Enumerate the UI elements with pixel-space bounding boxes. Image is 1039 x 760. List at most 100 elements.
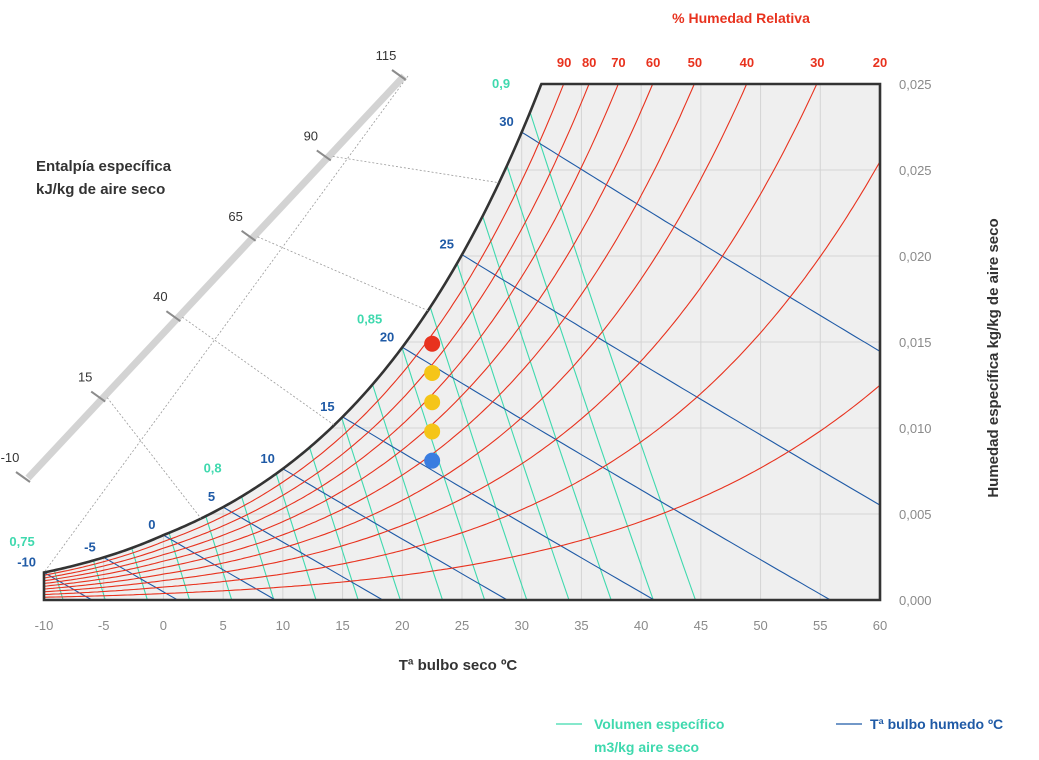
y-tick-label: 0,015 (899, 335, 932, 350)
legend-wet-bulb-label: Tª bulbo humedo ºC (870, 716, 1003, 732)
wet-bulb-line (521, 131, 880, 600)
volume-line (44, 84, 493, 600)
enthalpy-label: 40 (153, 289, 167, 304)
rh-label: 30 (810, 55, 824, 70)
wet-bulb-label: 0 (148, 517, 155, 532)
rh-label: 70 (611, 55, 625, 70)
wet-bulb-label: -5 (84, 539, 96, 554)
rh-curve (44, 161, 880, 596)
volume-line (44, 84, 708, 600)
x-tick-label: 15 (335, 618, 349, 633)
y-tick-label: 0,000 (899, 593, 932, 608)
x-tick-label: -5 (98, 618, 110, 633)
y-axis-title: Humedad específica kg/kg de aire seco (985, 218, 1002, 497)
point-yellow-1 (424, 364, 441, 381)
y-tick-label: 0,025 (899, 163, 932, 178)
point-blue (424, 452, 441, 469)
enthalpy-guide (332, 156, 500, 184)
enthalpy-tick (165, 310, 181, 323)
wet-bulb-line (461, 254, 880, 600)
wet-bulb-label: 15 (320, 399, 334, 414)
wet-bulb-line (402, 346, 863, 600)
volume-line (44, 84, 618, 600)
wet-bulb-label: 5 (208, 489, 215, 504)
enthalpy-tick (90, 390, 106, 403)
x-tick-label: 20 (395, 618, 409, 633)
rh-curve (44, 84, 764, 590)
volume-line (44, 84, 577, 600)
rh-curve (44, 84, 606, 579)
volume-line (44, 84, 242, 600)
volume-line (44, 84, 451, 600)
enthalpy-guide (43, 75, 409, 573)
enthalpy-guide (106, 397, 202, 519)
wet-bulb-label: 30 (499, 114, 513, 129)
x-tick-label: 0 (160, 618, 167, 633)
x-tick-label: 40 (634, 618, 648, 633)
enthalpy-tick (241, 229, 257, 242)
y-tick-label: 0,025 (899, 77, 932, 92)
rh-curve (44, 84, 669, 585)
enthalpy-guide (257, 236, 429, 311)
x-tick-label: 5 (220, 618, 227, 633)
enthalpy-tick (316, 149, 332, 162)
volume-label: 0,75 (9, 534, 34, 549)
rh-curve (44, 84, 579, 576)
x-tick-label: 30 (514, 618, 528, 633)
wet-bulb-label: 25 (440, 237, 454, 252)
volume-label: 0,8 (204, 460, 222, 475)
wet-bulb-label: -10 (17, 554, 36, 569)
x-tick-label: 10 (276, 618, 290, 633)
rh-curve (44, 384, 880, 598)
point-red (424, 335, 441, 352)
x-tick-label: 55 (813, 618, 827, 633)
rh-label: 20 (873, 55, 887, 70)
x-tick-label: -10 (35, 618, 54, 633)
x-tick-label: 35 (574, 618, 588, 633)
x-tick-label: 50 (753, 618, 767, 633)
y-tick-label: 0,010 (899, 421, 932, 436)
enthalpy-label: 65 (228, 209, 242, 224)
enthalpy-tick (15, 471, 31, 483)
rh-label: 40 (740, 55, 754, 70)
volume-line (44, 84, 535, 600)
x-axis-title: Tª bulbo seco ºC (399, 657, 518, 674)
wet-bulb-line (282, 468, 540, 600)
x-tick-label: 45 (694, 618, 708, 633)
enthalpy-guide (182, 316, 335, 426)
rh-curve (44, 84, 711, 587)
x-tick-label: 25 (455, 618, 469, 633)
rh-label: 60 (646, 55, 660, 70)
rh-label: 90 (557, 55, 571, 70)
y-tick-label: 0,020 (899, 249, 932, 264)
saturation-frame (42, 82, 882, 602)
volume-label: 0,85 (357, 311, 382, 326)
wet-bulb-line (163, 534, 307, 600)
wet-bulb-label: 10 (260, 451, 274, 466)
enthalpy-tick (391, 69, 407, 81)
wet-bulb-line (103, 556, 212, 600)
enthalpy-label: 15 (78, 370, 92, 385)
enthalpy-scale-bar (25, 73, 407, 481)
enthalpy-label: 90 (304, 128, 318, 143)
point-yellow-3 (424, 423, 441, 440)
x-tick-label: 60 (873, 618, 887, 633)
wet-bulb-label: 20 (380, 329, 394, 344)
enthalpy-label: -10 (1, 450, 20, 465)
enthalpy-title-line1: Entalpía específica (36, 158, 172, 175)
legend-volume-label-line1: Volumen específico (594, 716, 724, 732)
rh-label: 50 (688, 55, 702, 70)
enthalpy-title-line2: kJ/kg de aire seco (36, 181, 165, 198)
rh-label: 80 (582, 55, 596, 70)
rh-title: % Humedad Relativa (672, 10, 810, 26)
enthalpy-label: 115 (376, 48, 397, 63)
rh-curve (44, 84, 633, 582)
rh-curve (44, 84, 833, 593)
volume-line (44, 84, 409, 600)
legend-volume-label-line2: m3/kg aire seco (594, 739, 699, 755)
volume-line (44, 84, 666, 600)
y-tick-label: 0,005 (899, 507, 932, 522)
point-yellow-2 (424, 394, 441, 411)
volume-label: 0,9 (492, 76, 510, 91)
